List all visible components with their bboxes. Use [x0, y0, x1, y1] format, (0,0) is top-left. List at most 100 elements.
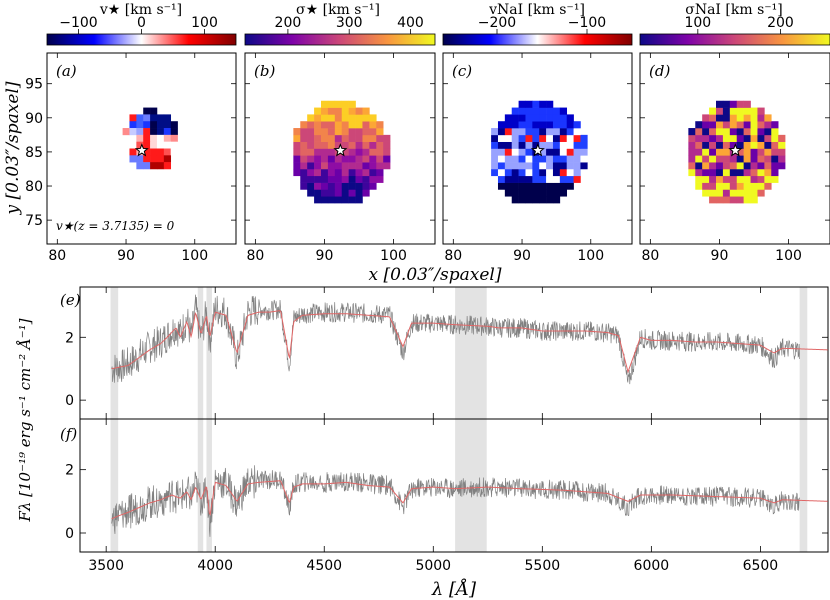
map-spaxel: [348, 114, 356, 122]
map-spaxel: [511, 168, 519, 177]
map-spaxel: [348, 189, 356, 197]
map-spaxel: [546, 121, 554, 129]
map-spaxel: [729, 196, 738, 204]
map-spaxel: [334, 162, 343, 170]
map-spaxel: [580, 155, 588, 163]
map-spaxel: [702, 175, 710, 183]
colorbar-tick-label: 400: [397, 15, 424, 31]
map-spaxel: [300, 134, 308, 142]
map-spaxel: [743, 114, 751, 122]
map-spaxel: [341, 114, 349, 122]
map-spaxel: [771, 162, 779, 170]
map-spaxel: [525, 107, 533, 115]
map-spaxel: [559, 175, 568, 183]
spectrum-ytick-label: 0: [65, 393, 74, 409]
spectrum-panel-f-label: (f): [60, 425, 77, 443]
map-xtick-label: 90: [316, 248, 334, 264]
map-spaxel: [376, 175, 384, 183]
map-spaxel: [369, 162, 377, 170]
map-spaxel: [376, 141, 384, 149]
map-spaxel: [327, 128, 336, 136]
map-spaxel: [341, 189, 349, 197]
map-spaxel: [532, 196, 540, 204]
map-spaxel: [709, 121, 717, 129]
map-spaxel: [736, 189, 744, 197]
map-spaxel: [559, 155, 568, 163]
map-spaxel: [573, 162, 581, 170]
map-spaxel: [143, 162, 151, 170]
map-spaxel: [546, 175, 554, 183]
map-spaxel: [552, 148, 561, 156]
map-spaxel: [143, 128, 151, 136]
map-spaxel: [778, 134, 786, 142]
map-spaxel: [729, 128, 738, 136]
spectrum-ytick-label: 2: [65, 330, 74, 346]
map-spaxel: [321, 148, 329, 156]
map-spaxel: [559, 168, 568, 177]
map-spaxel: [552, 175, 561, 183]
map-spaxel: [757, 155, 765, 163]
map-spaxel: [334, 196, 343, 204]
map-spaxel: [716, 121, 724, 129]
map-spaxel: [736, 141, 744, 149]
map-spaxel: [504, 141, 513, 149]
map-spaxel: [369, 128, 377, 136]
map-spaxel: [334, 182, 343, 190]
map-spaxel: [778, 148, 786, 156]
map-spaxel: [764, 141, 772, 149]
map-spaxel: [362, 168, 370, 177]
map-spaxel: [293, 148, 301, 156]
map-ytick-label: 95: [25, 77, 43, 93]
map-spaxel: [136, 114, 144, 122]
map-spaxel: [300, 182, 308, 190]
map-spaxel: [321, 162, 329, 170]
map-spaxel: [491, 128, 499, 136]
spectrum-xtick-label: 5500: [525, 558, 561, 574]
map-spaxel: [136, 141, 144, 149]
map-spaxel: [729, 155, 738, 163]
map-spaxel: [757, 168, 765, 177]
map-spaxel: [729, 107, 738, 115]
map-spaxel: [136, 155, 144, 163]
map-spaxel: [383, 155, 391, 163]
map-spaxel: [750, 155, 758, 163]
map-spaxel: [518, 141, 526, 149]
map-spaxel: [348, 128, 356, 136]
map-spaxel: [771, 134, 779, 142]
map-spaxel: [716, 162, 724, 170]
map-spaxel: [743, 162, 751, 170]
map-spaxel: [497, 134, 506, 142]
masked-region: [206, 419, 212, 552]
map-spaxel: [348, 162, 356, 170]
map-spaxel: [491, 148, 499, 156]
map-spaxel: [566, 128, 574, 136]
map-spaxel: [518, 121, 526, 129]
map-spaxel: [709, 168, 717, 177]
map-spaxel: [709, 128, 717, 136]
map-spaxel: [143, 107, 151, 115]
map-spaxel: [341, 107, 349, 115]
map-spaxel: [702, 189, 710, 197]
map-spaxel: [150, 121, 158, 129]
map-spaxel: [688, 162, 696, 170]
map-spaxel: [709, 155, 717, 163]
map-spaxel: [757, 114, 765, 122]
map-spaxel: [321, 107, 329, 115]
map-spaxel: [736, 155, 744, 163]
map-spaxel: [757, 107, 765, 115]
map-spaxel: [321, 175, 329, 183]
map-spaxel: [314, 107, 322, 115]
map-spaxel: [518, 148, 526, 156]
colorbar-c-label: vNaI [km s⁻¹]: [488, 2, 585, 18]
colorbar-b-label: σ★ [km s⁻¹]: [296, 2, 380, 18]
map-spaxel: [341, 128, 349, 136]
map-spaxel: [293, 162, 301, 170]
map-spaxel: [559, 121, 568, 129]
map-spaxel: [307, 141, 315, 149]
colorbar-a-label: v★ [km s⁻¹]: [99, 2, 182, 18]
map-spaxel: [369, 141, 377, 149]
map-spaxel: [327, 175, 336, 183]
map-spaxel: [743, 182, 751, 190]
map-spaxel: [163, 155, 172, 163]
